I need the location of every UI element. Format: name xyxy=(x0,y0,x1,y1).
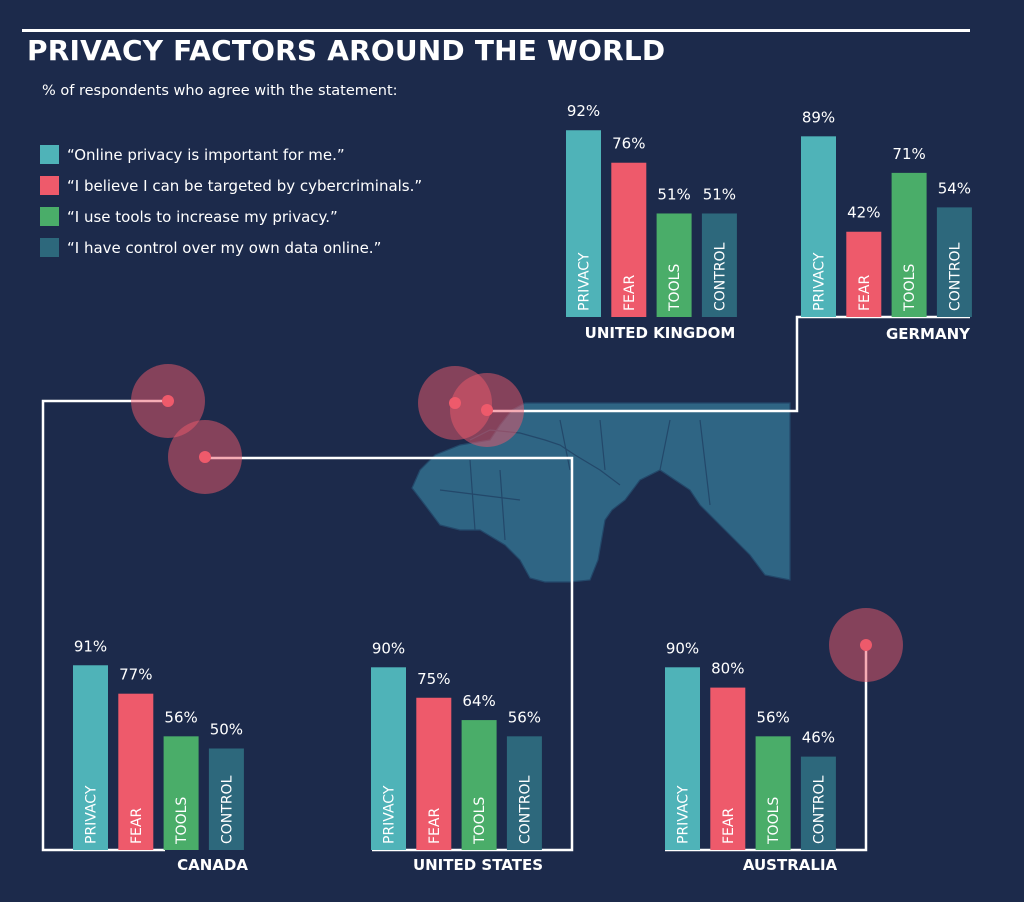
bar-germany-privacy xyxy=(801,136,836,317)
bar-group-australia: 90% PRIVACY 80% FEAR 56% TOOLS 46% CONTROL AUSTR… xyxy=(665,639,838,874)
category-label: CONTROL xyxy=(712,242,728,311)
bar-germany-control xyxy=(936,207,972,317)
category-label: CONTROL xyxy=(517,775,533,844)
category-label: PRIVACY xyxy=(382,785,398,844)
bar-groups: 92% PRIVACY 76% FEAR 51% TOOLS 51% CONTROL UNITE… xyxy=(73,102,972,874)
bar-group-canada: 91% PRIVACY 77% FEAR 56% TOOLS 50% CONTROL CANAD… xyxy=(73,637,248,874)
value-label: 77% xyxy=(119,666,152,684)
bar-united-kingdom-tools xyxy=(656,213,692,317)
legend-swatch xyxy=(40,238,59,257)
country-label: CANADA xyxy=(177,856,248,874)
category-label: CONTROL xyxy=(219,775,235,844)
bar-group-united-kingdom: 92% PRIVACY 76% FEAR 51% TOOLS 51% CONTROL UNITE… xyxy=(566,102,737,342)
value-label: 42% xyxy=(847,204,880,222)
value-label: 80% xyxy=(711,660,744,678)
value-label: 71% xyxy=(892,145,925,163)
country-label: UNITED STATES xyxy=(413,856,543,874)
bar-canada-tools xyxy=(163,736,199,850)
value-label: 51% xyxy=(703,185,736,203)
chart-title: PRIVACY FACTORS AROUND THE WORLD xyxy=(27,34,666,67)
legend-label: “I have control over my own data online.… xyxy=(67,238,382,257)
connector-germany xyxy=(487,315,970,413)
country-label: GERMANY xyxy=(886,325,971,343)
bar-group-united-states: 90% PRIVACY 75% FEAR 64% TOOLS 56% CONTROL UNITE… xyxy=(371,639,543,874)
category-label: TOOLS xyxy=(174,797,190,845)
bar-canada-fear xyxy=(118,693,154,850)
value-label: 90% xyxy=(666,639,699,657)
legend-label: “Online privacy is important for me.” xyxy=(67,145,345,164)
bar-united-states-control xyxy=(506,736,542,850)
marker-dot-canada xyxy=(162,395,174,407)
marker-dot-united-states xyxy=(199,451,211,463)
category-label: PRIVACY xyxy=(676,785,692,844)
category-label: PRIVACY xyxy=(812,252,828,311)
value-label: 89% xyxy=(802,108,835,126)
value-label: 50% xyxy=(210,721,243,739)
value-label: 90% xyxy=(372,639,405,657)
bar-united-kingdom-control xyxy=(701,213,737,317)
title-rule xyxy=(22,29,970,32)
marker-dot-australia xyxy=(860,639,872,651)
category-label: TOOLS xyxy=(766,797,782,845)
value-label: 92% xyxy=(567,102,600,120)
bar-united-states-tools xyxy=(461,720,497,850)
category-label: FEAR xyxy=(857,275,873,311)
value-label: 91% xyxy=(74,637,107,655)
bar-canada-control xyxy=(208,748,244,850)
value-label: 64% xyxy=(462,692,495,710)
country-label: UNITED KINGDOM xyxy=(585,324,736,342)
value-label: 51% xyxy=(657,185,690,203)
world-map xyxy=(411,402,791,583)
value-label: 56% xyxy=(164,708,197,726)
legend-item-tools: “I use tools to increase my privacy.” xyxy=(40,207,338,226)
value-label: 75% xyxy=(417,670,450,688)
bar-united-kingdom-privacy xyxy=(566,130,601,317)
category-label: TOOLS xyxy=(902,264,918,312)
value-label: 56% xyxy=(508,708,541,726)
category-label: CONTROL xyxy=(811,775,827,844)
category-label: TOOLS xyxy=(472,797,488,845)
value-label: 54% xyxy=(938,179,971,197)
value-label: 56% xyxy=(756,708,789,726)
location-markers xyxy=(131,364,903,682)
bar-australia-privacy xyxy=(665,667,700,850)
category-label: FEAR xyxy=(427,808,443,844)
legend-swatch xyxy=(40,176,59,195)
legend-swatch xyxy=(40,145,59,164)
category-label: TOOLS xyxy=(667,264,683,312)
bar-germany-tools xyxy=(891,172,927,317)
country-label: AUSTRALIA xyxy=(743,856,838,874)
bar-canada-privacy xyxy=(73,665,108,850)
bar-group-germany: 89% PRIVACY 42% FEAR 71% TOOLS 54% CONTROL GERMA… xyxy=(801,108,972,343)
bar-australia-fear xyxy=(710,687,746,850)
category-label: PRIVACY xyxy=(84,785,100,844)
chart-subtitle: % of respondents who agree with the stat… xyxy=(42,83,398,99)
category-label: FEAR xyxy=(129,808,145,844)
legend-item-control: “I have control over my own data online.… xyxy=(40,238,381,257)
category-label: PRIVACY xyxy=(577,252,593,311)
bar-united-states-fear xyxy=(416,697,452,850)
bar-australia-tools xyxy=(755,736,791,850)
legend-item-privacy: “Online privacy is important for me.” xyxy=(40,145,345,164)
marker-dot-germany xyxy=(481,404,493,416)
value-label: 46% xyxy=(802,729,835,747)
bar-germany-fear xyxy=(846,231,882,317)
legend-label: “I believe I can be targeted by cybercri… xyxy=(67,176,423,195)
bar-united-states-privacy xyxy=(371,667,406,850)
category-label: FEAR xyxy=(622,275,638,311)
value-label: 76% xyxy=(612,135,645,153)
category-label: CONTROL xyxy=(947,242,963,311)
bar-australia-control xyxy=(800,756,836,850)
category-label: FEAR xyxy=(721,808,737,844)
legend-item-fear: “I believe I can be targeted by cybercri… xyxy=(40,176,422,195)
legend-label: “I use tools to increase my privacy.” xyxy=(67,207,338,226)
bar-united-kingdom-fear xyxy=(611,162,647,317)
legend-swatch xyxy=(40,207,59,226)
